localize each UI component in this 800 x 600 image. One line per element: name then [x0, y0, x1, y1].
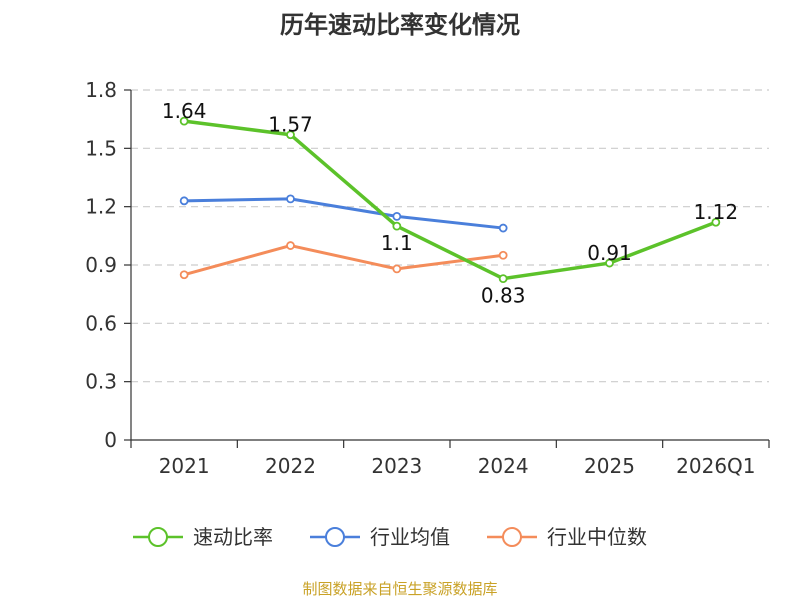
- series-1-point[interactable]: [498, 223, 508, 233]
- grid-lines: [131, 89, 769, 383]
- y-tick-label: 0.3: [85, 370, 117, 394]
- x-tick-label: 2025: [584, 454, 635, 478]
- chart-title: 历年速动比率变化情况: [280, 11, 520, 39]
- series-0-point[interactable]: [179, 116, 189, 126]
- y-tick-label: 1.5: [85, 136, 117, 160]
- data-label: 1.12: [694, 200, 739, 224]
- legend-marker-icon: [502, 527, 522, 547]
- series-1-line: [184, 197, 504, 230]
- data-label: 1.1: [381, 231, 413, 255]
- x-tick-label: 2024: [478, 454, 529, 478]
- series-2-point[interactable]: [286, 241, 295, 250]
- data-label: 0.83: [481, 284, 526, 308]
- legend-item-2[interactable]: 行业中位数: [487, 525, 647, 549]
- series-0-line: [183, 119, 717, 281]
- legend[interactable]: 速动比率 行业均值 行业中位数: [133, 525, 647, 549]
- legend-marker-icon: [325, 527, 345, 547]
- legend-label: 行业均值: [370, 525, 450, 549]
- series-0-point[interactable]: [711, 217, 721, 227]
- y-tick-label: 0.9: [85, 253, 117, 277]
- series-1-point[interactable]: [286, 194, 295, 204]
- series-0-point[interactable]: [498, 274, 508, 284]
- x-tick-label: 2022: [265, 454, 316, 478]
- x-tick-label: 2026Q1: [676, 454, 755, 478]
- series-0-point[interactable]: [286, 130, 295, 140]
- series-2-point[interactable]: [179, 270, 189, 280]
- source-note: 制图数据来自恒生聚源数据库: [302, 580, 497, 598]
- legend-marker-icon: [148, 527, 168, 547]
- series-2-point[interactable]: [392, 264, 402, 274]
- data-label: 0.91: [587, 241, 632, 265]
- y-tick-label: 0: [104, 428, 117, 452]
- legend-item-1[interactable]: 行业均值: [310, 525, 450, 549]
- data-label: 1.64: [162, 99, 207, 123]
- series-2-point[interactable]: [498, 250, 508, 260]
- legend-label: 行业中位数: [547, 525, 647, 549]
- series-1-point[interactable]: [179, 196, 189, 206]
- series-1-point[interactable]: [392, 211, 402, 221]
- data-labels: 1.64 1.57 1.1 0.83 0.91 1.12: [162, 99, 738, 308]
- legend-label: 速动比率: [193, 525, 273, 549]
- series-group: [179, 116, 721, 284]
- series-0-point[interactable]: [605, 258, 614, 268]
- y-tick-label: 1.2: [85, 195, 117, 219]
- x-tick-label: 2021: [159, 454, 210, 478]
- x-tick-label: 2023: [371, 454, 422, 478]
- series-0-point[interactable]: [392, 221, 402, 231]
- y-tick-label: 1.8: [85, 78, 117, 102]
- series-2-line: [183, 244, 504, 277]
- data-label: 1.57: [268, 113, 313, 137]
- legend-item-0[interactable]: 速动比率: [133, 525, 273, 549]
- y-tick-label: 0.6: [85, 311, 117, 335]
- axes: 0 0.3 0.6 0.9 1.2 1.5 1.8 2021 2022 2023 2024 2025 2…: [85, 78, 770, 478]
